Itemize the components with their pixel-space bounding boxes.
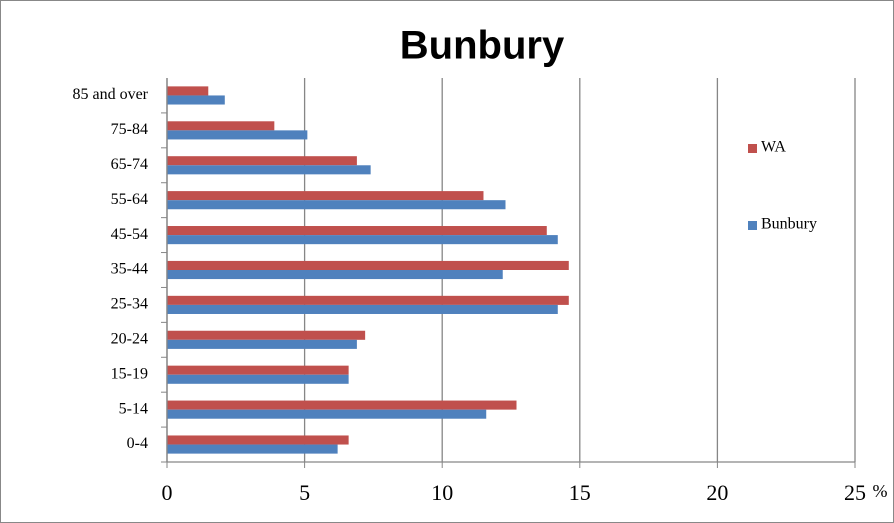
bar bbox=[167, 374, 349, 384]
bar bbox=[167, 165, 371, 175]
bar bbox=[167, 121, 275, 131]
bar bbox=[167, 339, 357, 349]
bar bbox=[167, 191, 484, 201]
x-tick-label: 5 bbox=[299, 480, 310, 505]
bar bbox=[167, 95, 225, 105]
y-tick-label: 55-64 bbox=[111, 191, 148, 208]
bar bbox=[167, 409, 487, 419]
x-tick-label: 0 bbox=[162, 480, 173, 505]
y-tick-label: 20-24 bbox=[111, 330, 148, 347]
y-tick-label: 75-84 bbox=[111, 121, 148, 138]
bar bbox=[167, 235, 558, 245]
legend-label: WA bbox=[761, 139, 786, 156]
legend-swatch bbox=[748, 221, 757, 230]
y-tick-label: 65-74 bbox=[111, 156, 148, 173]
x-tick-label: 15 bbox=[569, 480, 591, 505]
bar bbox=[167, 304, 558, 314]
bar bbox=[167, 130, 308, 140]
bar bbox=[167, 226, 547, 236]
bar bbox=[167, 435, 349, 445]
bar bbox=[167, 200, 506, 210]
bar bbox=[167, 330, 366, 340]
bar bbox=[167, 365, 349, 375]
bar bbox=[167, 400, 517, 410]
legend-label: Bunbury bbox=[761, 216, 817, 233]
y-tick-label: 5-14 bbox=[119, 400, 148, 417]
x-axis-label: % bbox=[873, 481, 888, 501]
y-tick-label: 15-19 bbox=[111, 365, 148, 382]
x-tick-label: 20 bbox=[706, 480, 728, 505]
y-tick-label: 25-34 bbox=[111, 296, 148, 313]
chart-title: Bunbury bbox=[400, 24, 565, 68]
bar bbox=[167, 156, 357, 166]
y-tick-label: 35-44 bbox=[111, 261, 148, 278]
x-tick-label: 10 bbox=[431, 480, 453, 505]
bar bbox=[167, 260, 569, 270]
legend-swatch bbox=[748, 144, 757, 153]
bar bbox=[167, 270, 503, 280]
x-tick-label: 25 bbox=[844, 480, 866, 505]
y-tick-label: 45-54 bbox=[111, 226, 148, 243]
y-tick-label: 85 and over bbox=[72, 86, 148, 103]
y-tick-label: 0-4 bbox=[127, 435, 148, 452]
bar bbox=[167, 295, 569, 305]
bar bbox=[167, 86, 209, 96]
bar bbox=[167, 444, 338, 454]
